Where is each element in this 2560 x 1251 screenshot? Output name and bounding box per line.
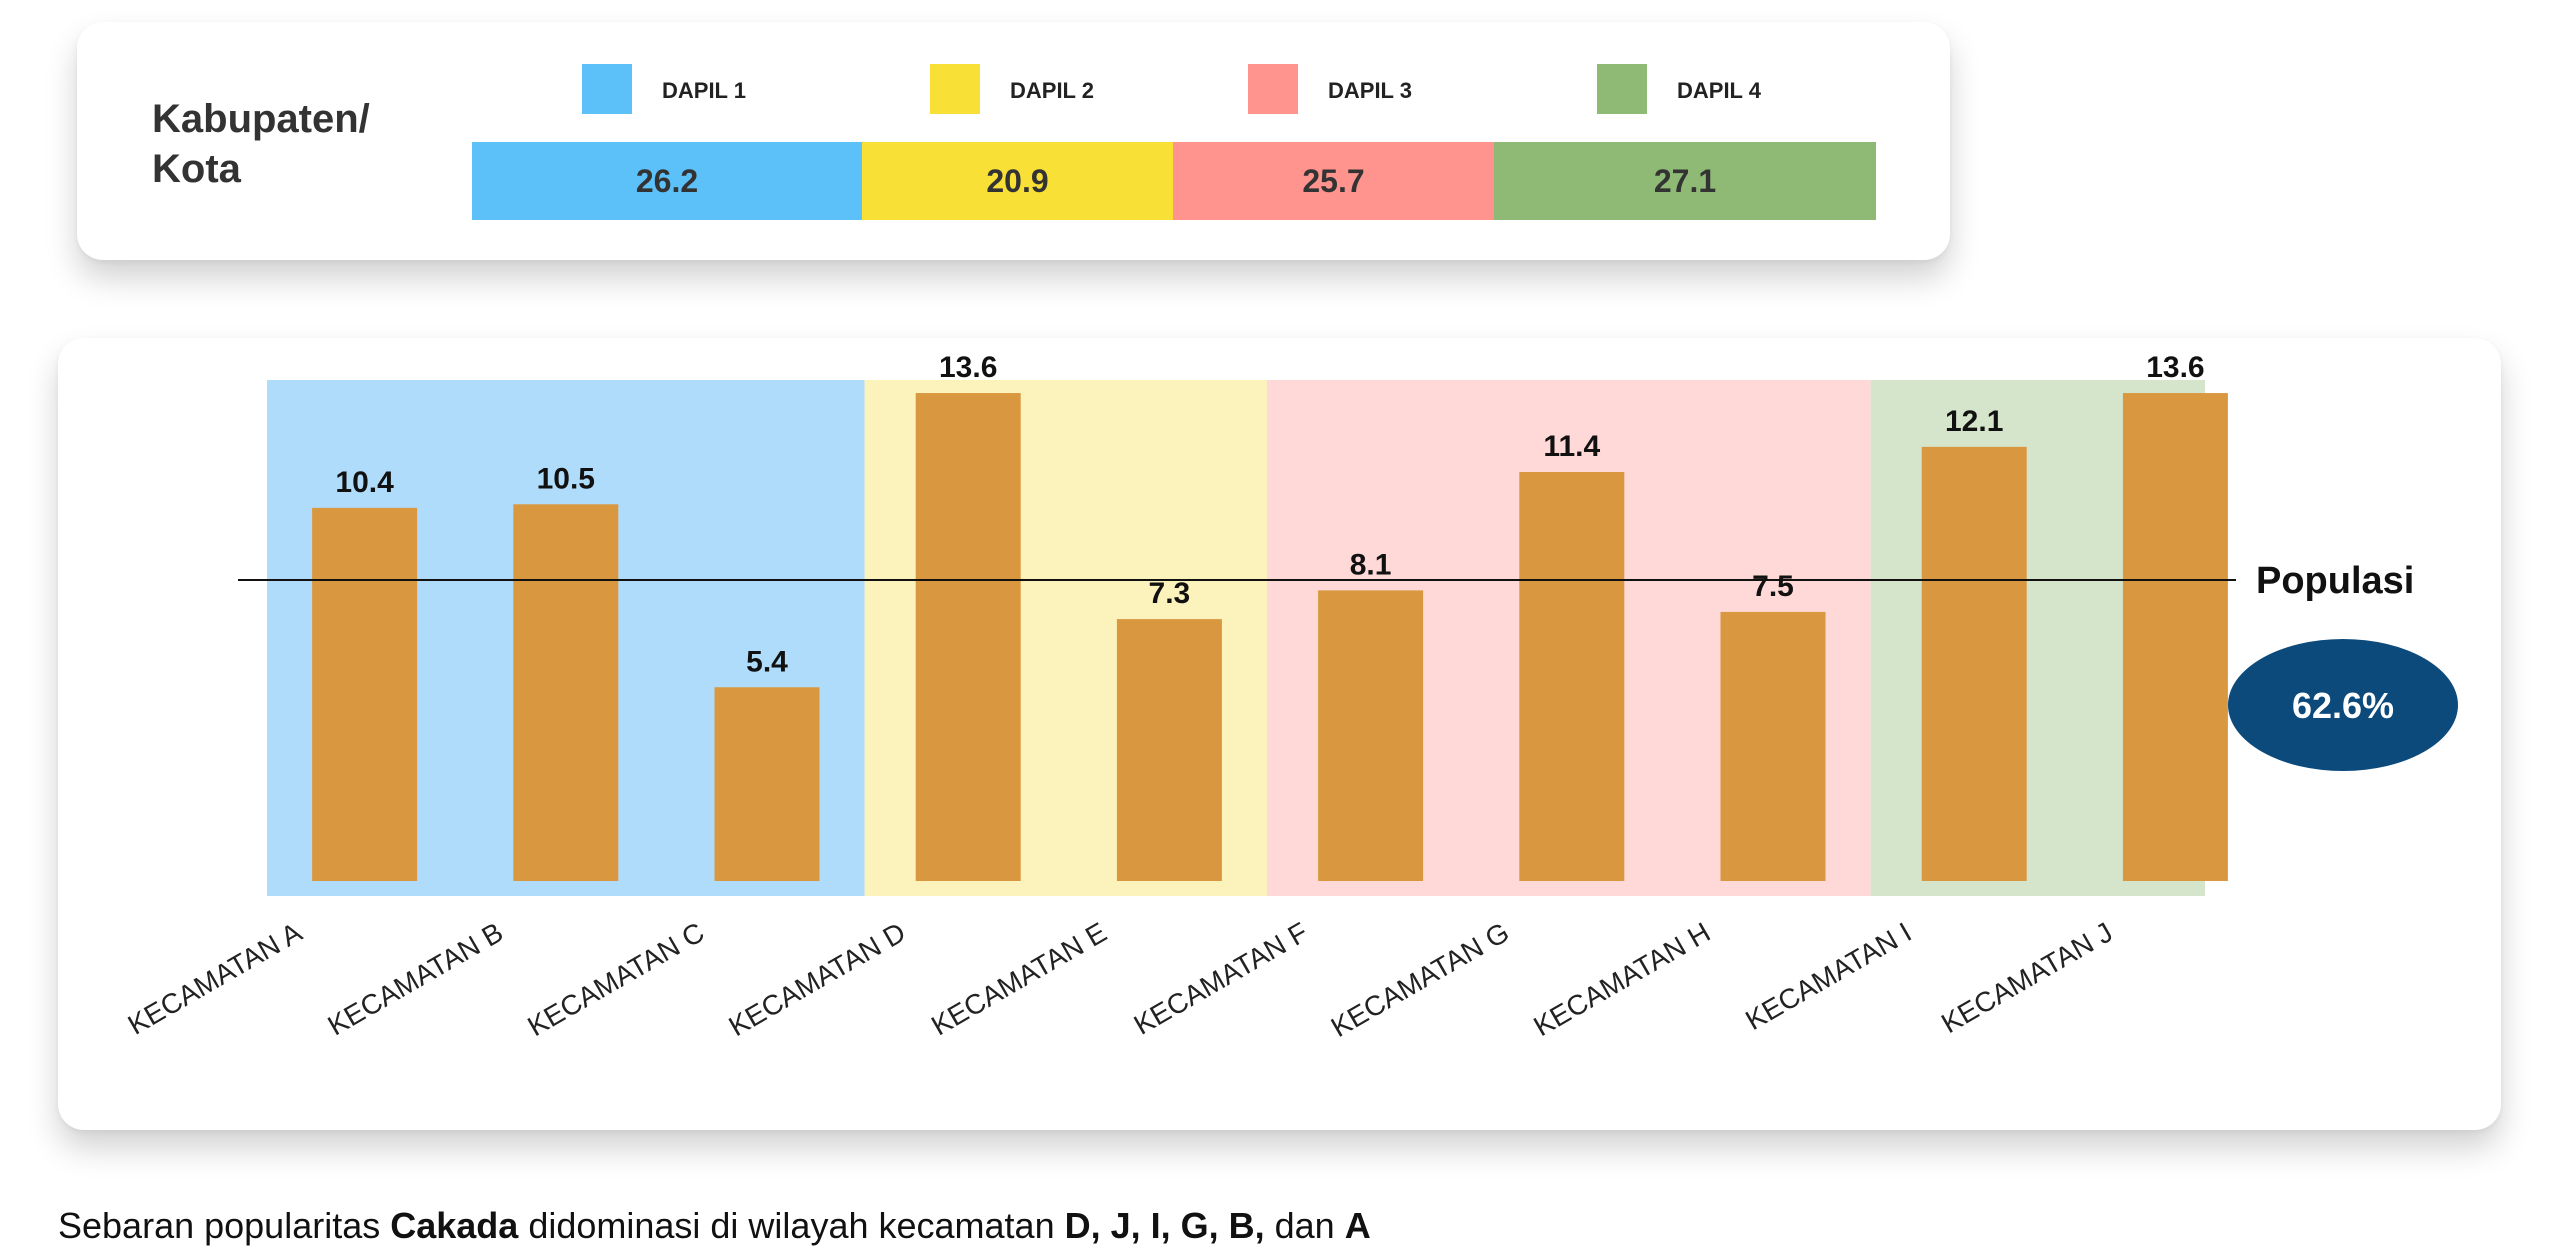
- category-label-5: KECAMATAN E: [926, 916, 1112, 1041]
- kecamatan-bar-chart: 10.4 10.5 5.4 13.6 7.3 8.1 11.4 7.5 12.1 13.6 Popu…: [123, 351, 2458, 1043]
- category-label-9: KECAMATAN I: [1740, 916, 1916, 1036]
- category-label-1: KECAMATAN A: [123, 916, 308, 1041]
- bar-value-label-5: 7.3: [1149, 577, 1191, 610]
- caption-bold-2: D, J, I, G, B,: [1064, 1205, 1265, 1246]
- caption-bold-1: Cakada: [390, 1205, 519, 1246]
- bar-5: [1116, 619, 1222, 881]
- bar-3: [714, 687, 820, 881]
- legend-swatch-dapil-4: [1597, 64, 1647, 114]
- bar-value-label-10: 13.6: [2146, 351, 2204, 384]
- populasi-percentage-badge: [2228, 639, 2458, 771]
- legend-label-dapil-1: DAPIL 1: [662, 78, 746, 103]
- summary-title: Kabupaten/ Kota: [152, 94, 370, 194]
- category-label-4: KECAMATAN D: [724, 916, 911, 1042]
- bar-10: [2122, 393, 2228, 881]
- caption: Sebaran popularitas Cakada didominasi di…: [58, 1205, 1371, 1247]
- kecamatan-chart-card: 10.4 10.5 5.4 13.6 7.3 8.1 11.4 7.5 12.1 13.6 Popu…: [58, 338, 2501, 1130]
- populasi-percentage-text: 62.6%: [2292, 685, 2394, 726]
- bar-value-label-9: 12.1: [1945, 405, 2003, 438]
- category-label-2: KECAMATAN B: [322, 916, 508, 1041]
- bar-value-label-7: 11.4: [1543, 430, 1600, 463]
- stack-segment-dapil-4: 27.1: [1494, 142, 1876, 220]
- stack-segment-dapil-1: 26.2: [472, 142, 862, 220]
- bar-value-label-8: 7.5: [1752, 570, 1794, 603]
- bar-8: [1720, 611, 1826, 881]
- bar-value-label-4: 13.6: [939, 351, 997, 384]
- category-label-3: KECAMATAN C: [522, 916, 709, 1042]
- stack-segment-dapil-3: 25.7: [1173, 142, 1494, 220]
- caption-text-2: didominasi di wilayah kecamatan: [518, 1205, 1065, 1246]
- bar-value-label-1: 10.4: [335, 466, 394, 499]
- legend-swatch-dapil-2: [930, 64, 980, 114]
- legend-label-dapil-4: DAPIL 4: [1677, 78, 1761, 103]
- bar-value-label-2: 10.5: [537, 462, 595, 495]
- caption-text-3: dan: [1264, 1205, 1345, 1246]
- category-label-7: KECAMATAN G: [1326, 916, 1514, 1043]
- caption-text-1: Sebaran popularitas: [58, 1205, 391, 1246]
- summary-title-line2: Kota: [152, 147, 241, 191]
- summary-title-line1: Kabupaten/: [152, 97, 370, 141]
- legend-swatch-dapil-3: [1248, 64, 1298, 114]
- category-label-8: KECAMATAN H: [1528, 916, 1715, 1042]
- bar-4: [915, 393, 1021, 881]
- dapil-summary-card: Kabupaten/ Kota DAPIL 1 DAPIL 2 DAPIL 3 …: [77, 22, 1950, 260]
- populasi-label: Populasi: [2256, 560, 2414, 602]
- bar-7: [1519, 471, 1625, 881]
- bar-9: [1921, 446, 2027, 881]
- caption-bold-3: A: [1344, 1205, 1371, 1246]
- bar-6: [1318, 590, 1424, 881]
- bar-2: [513, 504, 619, 881]
- category-label-10: KECAMATAN J: [1936, 916, 2118, 1039]
- bar-value-label-3: 5.4: [746, 645, 788, 678]
- legend-swatch-dapil-1: [582, 64, 632, 114]
- bar-1: [312, 507, 418, 881]
- category-label-6: KECAMATAN F: [1129, 916, 1313, 1040]
- legend-label-dapil-2: DAPIL 2: [1010, 78, 1094, 103]
- bar-value-label-6: 8.1: [1350, 548, 1392, 581]
- legend-label-dapil-3: DAPIL 3: [1328, 78, 1412, 103]
- stack-segment-dapil-2: 20.9: [862, 142, 1173, 220]
- dapil-stacked-bar: 26.2 20.9 25.7 27.1: [472, 142, 1876, 220]
